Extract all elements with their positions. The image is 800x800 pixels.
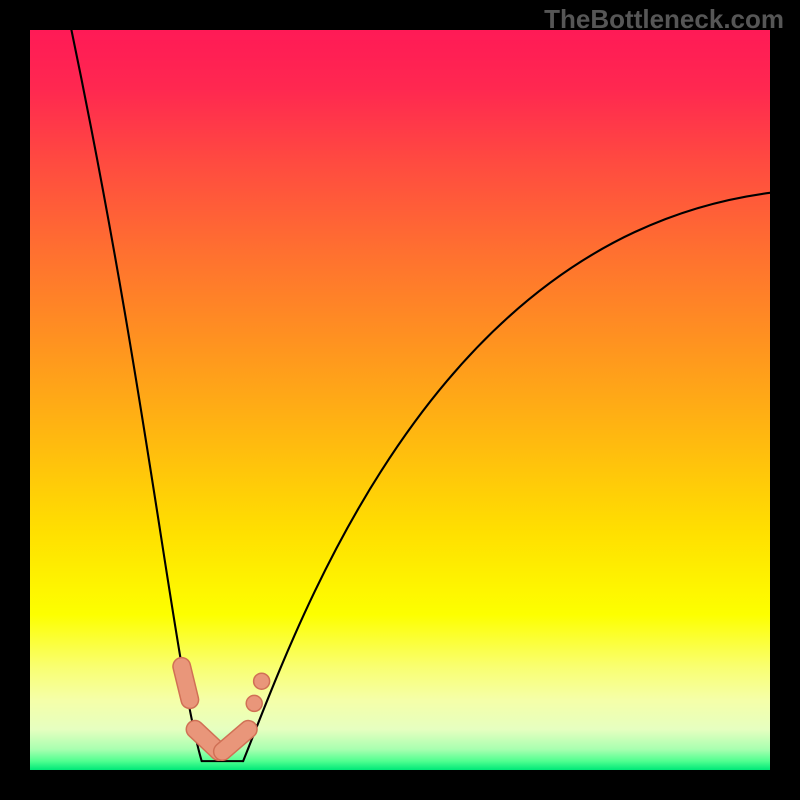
watermark-text: TheBottleneck.com (544, 4, 784, 35)
frame-bottom (0, 770, 800, 800)
bottleneck-chart (30, 30, 770, 770)
marker-dot (246, 695, 262, 711)
marker-dot (254, 673, 270, 689)
frame-left (0, 0, 30, 800)
frame-right (770, 0, 800, 800)
chart-background (30, 30, 770, 770)
marker-pill (182, 666, 190, 699)
